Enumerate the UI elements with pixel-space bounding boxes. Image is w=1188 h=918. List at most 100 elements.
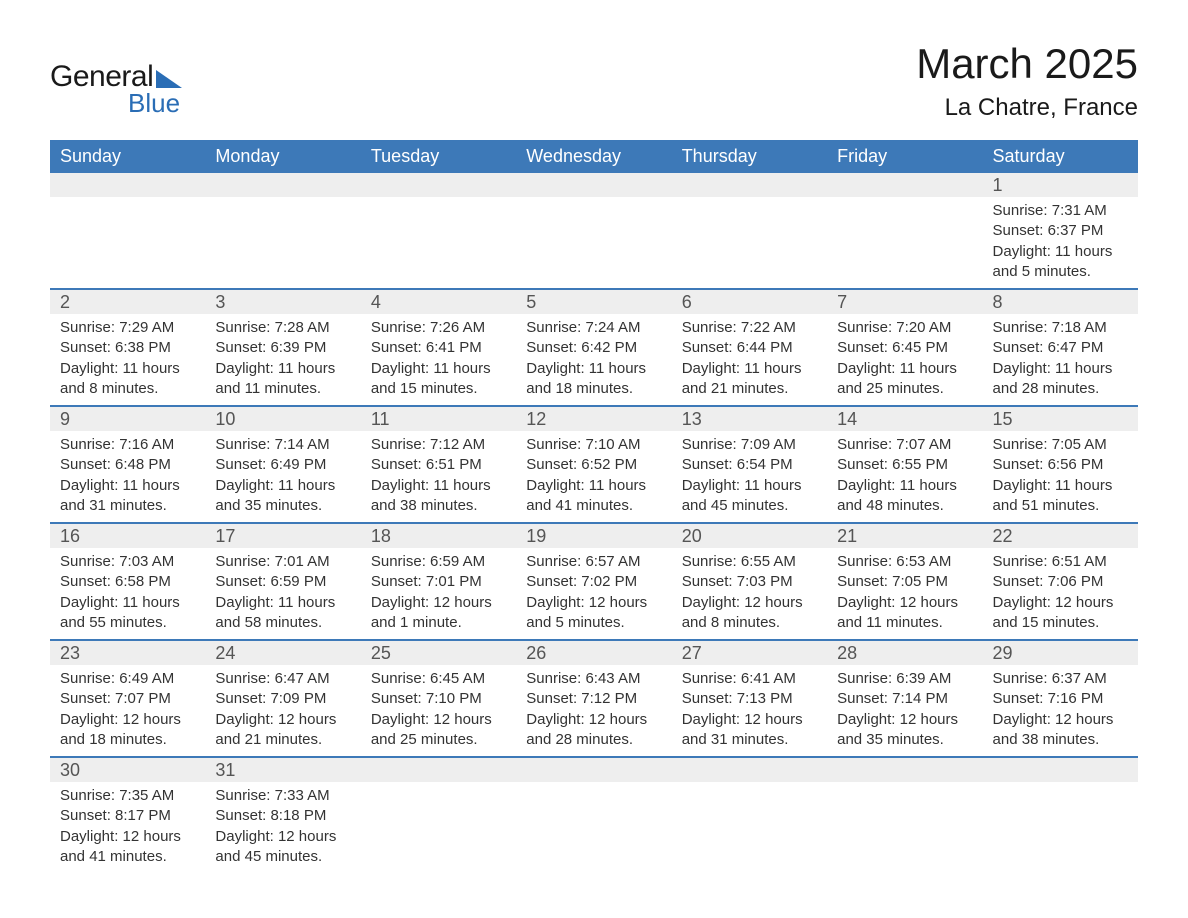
calendar-day-cell: 11Sunrise: 7:12 AMSunset: 6:51 PMDayligh… [361, 406, 516, 523]
day-line: Daylight: 11 hours and 45 minutes. [682, 477, 802, 514]
day-line: Daylight: 11 hours and 21 minutes. [682, 360, 802, 397]
day-line: Sunrise: 7:28 AM [215, 319, 329, 336]
weekday-header: Tuesday [361, 140, 516, 173]
day-line: Daylight: 12 hours and 25 minutes. [371, 711, 492, 748]
day-line: Daylight: 11 hours and 15 minutes. [371, 360, 491, 397]
calendar-day-cell: 2Sunrise: 7:29 AMSunset: 6:38 PMDaylight… [50, 289, 205, 406]
calendar-week-row: 30Sunrise: 7:35 AMSunset: 8:17 PMDayligh… [50, 757, 1138, 873]
calendar-day-cell: 24Sunrise: 6:47 AMSunset: 7:09 PMDayligh… [205, 640, 360, 757]
day-line: Sunset: 6:48 PM [60, 456, 171, 473]
day-line: Sunset: 7:14 PM [837, 690, 948, 707]
day-detail: Sunrise: 6:37 AMSunset: 7:16 PMDaylight:… [983, 665, 1138, 756]
day-number: 20 [672, 524, 827, 548]
calendar-day-cell: 23Sunrise: 6:49 AMSunset: 7:07 PMDayligh… [50, 640, 205, 757]
day-line: Daylight: 12 hours and 21 minutes. [215, 711, 336, 748]
day-detail: Sunrise: 7:22 AMSunset: 6:44 PMDaylight:… [672, 314, 827, 405]
day-number: 5 [516, 290, 671, 314]
day-line: Sunset: 7:09 PM [215, 690, 326, 707]
day-number: 30 [50, 758, 205, 782]
day-number [672, 173, 827, 197]
weekday-header: Saturday [983, 140, 1138, 173]
weekday-header: Wednesday [516, 140, 671, 173]
day-detail: Sunrise: 6:45 AMSunset: 7:10 PMDaylight:… [361, 665, 516, 756]
day-number: 29 [983, 641, 1138, 665]
day-number: 9 [50, 407, 205, 431]
day-line: Sunset: 7:01 PM [371, 573, 482, 590]
day-line: Daylight: 12 hours and 1 minute. [371, 594, 492, 631]
day-detail [672, 782, 827, 792]
day-line: Sunset: 7:06 PM [993, 573, 1104, 590]
day-line: Sunrise: 7:09 AM [682, 436, 796, 453]
day-number: 2 [50, 290, 205, 314]
day-number: 22 [983, 524, 1138, 548]
day-detail: Sunrise: 6:39 AM Sunset: 7:14 PM Daylight:… [827, 665, 982, 756]
calendar-day-cell: 4Sunrise: 7:26 AMSunset: 6:41 PMDaylight… [361, 289, 516, 406]
day-detail: Sunrise: 6:57 AMSunset: 7:02 PMDaylight:… [516, 548, 671, 639]
calendar-day-cell: 14Sunrise: 7:07 AMSunset: 6:55 PMDayligh… [827, 406, 982, 523]
day-line: Sunset: 6:38 PM [60, 339, 171, 356]
day-number: 19 [516, 524, 671, 548]
day-detail: Sunrise: 7:12 AMSunset: 6:51 PMDaylight:… [361, 431, 516, 522]
day-line: Sunrise: 7:22 AM [682, 319, 796, 336]
day-number: 16 [50, 524, 205, 548]
day-detail: Sunrise: 7:01 AMSunset: 6:59 PMDaylight:… [205, 548, 360, 639]
calendar-day-cell: 16Sunrise: 7:03 AMSunset: 6:58 PMDayligh… [50, 523, 205, 640]
day-line: Sunrise: 6:45 AM [371, 670, 485, 687]
calendar-empty-cell [827, 757, 982, 873]
day-number: 15 [983, 407, 1138, 431]
calendar-week-row: 16Sunrise: 7:03 AMSunset: 6:58 PMDayligh… [50, 523, 1138, 640]
day-line: Sunrise: 7:24 AM [526, 319, 640, 336]
day-detail: Sunrise: 7:14 AMSunset: 6:49 PMDaylight:… [205, 431, 360, 522]
calendar-day-cell: 25Sunrise: 6:45 AMSunset: 7:10 PMDayligh… [361, 640, 516, 757]
calendar-week-row: 1Sunrise: 7:31 AMSunset: 6:37 PMDaylight… [50, 173, 1138, 289]
day-line: Sunrise: 7:01 AM [215, 553, 329, 570]
day-line: Sunrise: 6:49 AM [60, 670, 174, 687]
day-line: Sunrise: 7:29 AM [60, 319, 174, 336]
day-detail: Sunrise: 7:20 AMSunset: 6:45 PMDaylight:… [827, 314, 982, 405]
day-line: Sunset: 6:41 PM [371, 339, 482, 356]
calendar-day-cell: 7Sunrise: 7:20 AMSunset: 6:45 PMDaylight… [827, 289, 982, 406]
day-line: Sunset: 8:17 PM [60, 807, 171, 824]
calendar-day-cell: 27Sunrise: 6:41 AMSunset: 7:13 PMDayligh… [672, 640, 827, 757]
day-line: Sunset: 6:55 PM [837, 456, 948, 473]
day-detail: Sunrise: 7:28 AMSunset: 6:39 PMDaylight:… [205, 314, 360, 405]
calendar-empty-cell [672, 173, 827, 289]
day-number: 11 [361, 407, 516, 431]
day-line: Sunset: 6:45 PM [837, 339, 948, 356]
day-line: Sunrise: 7:05 AM [993, 436, 1107, 453]
day-line: Daylight: 12 hours and 35 minutes. [837, 711, 958, 748]
day-line: Sunrise: 7:16 AM [60, 436, 174, 453]
day-line: Sunrise: 7:33 AM [215, 787, 329, 804]
day-line: Sunset: 6:37 PM [993, 222, 1104, 239]
day-line: Sunset: 6:58 PM [60, 573, 171, 590]
calendar-empty-cell [827, 173, 982, 289]
day-number [361, 758, 516, 782]
day-number: 7 [827, 290, 982, 314]
calendar-day-cell: 6Sunrise: 7:22 AMSunset: 6:44 PMDaylight… [672, 289, 827, 406]
day-line: Daylight: 12 hours and 15 minutes. [993, 594, 1114, 631]
logo-word-blue: Blue [128, 88, 180, 119]
calendar-day-cell: 26Sunrise: 6:43 AMSunset: 7:12 PMDayligh… [516, 640, 671, 757]
day-line: Sunset: 6:49 PM [215, 456, 326, 473]
day-number: 1 [983, 173, 1138, 197]
day-number: 18 [361, 524, 516, 548]
day-detail [205, 197, 360, 207]
day-line: Sunrise: 6:55 AM [682, 553, 796, 570]
day-line: Daylight: 11 hours and 18 minutes. [526, 360, 646, 397]
day-number: 17 [205, 524, 360, 548]
day-line: Sunset: 7:02 PM [526, 573, 637, 590]
day-line: Sunrise: 6:51 AM [993, 553, 1107, 570]
day-line: Daylight: 11 hours and 25 minutes. [837, 360, 957, 397]
month-title: March 2025 [916, 40, 1138, 88]
day-number: 23 [50, 641, 205, 665]
calendar-body: 1Sunrise: 7:31 AMSunset: 6:37 PMDaylight… [50, 173, 1138, 873]
day-detail: Sunrise: 7:24 AMSunset: 6:42 PMDaylight:… [516, 314, 671, 405]
day-line: Daylight: 11 hours and 28 minutes. [993, 360, 1113, 397]
day-line: Sunrise: 7:35 AM [60, 787, 174, 804]
calendar-day-cell: 12Sunrise: 7:10 AMSunset: 6:52 PMDayligh… [516, 406, 671, 523]
day-line: Sunrise: 6:39 AM [837, 670, 951, 687]
day-line: Sunset: 7:07 PM [60, 690, 171, 707]
day-line: Daylight: 12 hours and 5 minutes. [526, 594, 647, 631]
calendar-empty-cell [361, 173, 516, 289]
calendar-day-cell: 10Sunrise: 7:14 AMSunset: 6:49 PMDayligh… [205, 406, 360, 523]
